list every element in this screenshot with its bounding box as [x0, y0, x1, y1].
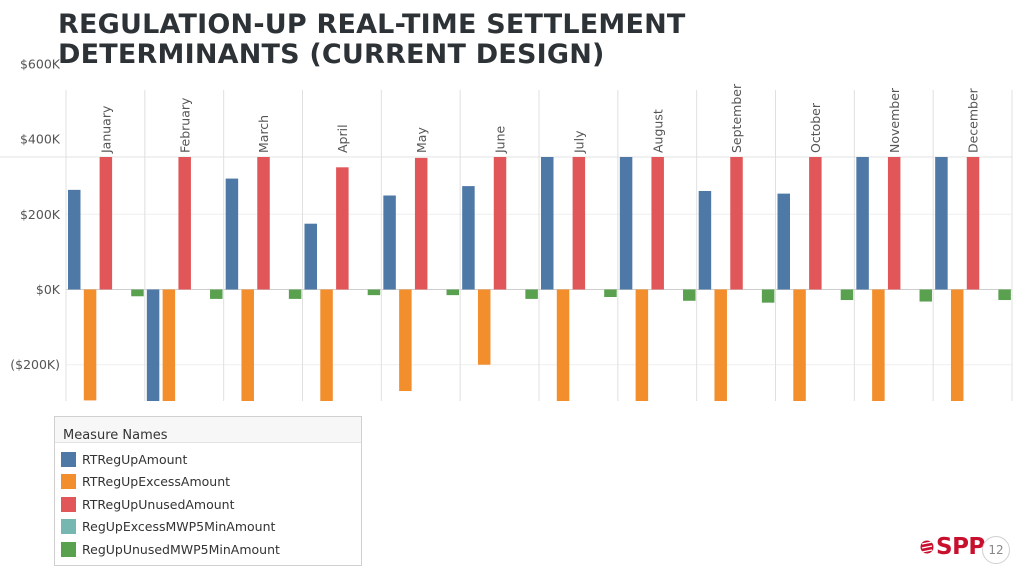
- month-label: April: [335, 124, 350, 153]
- bar: [840, 289, 854, 301]
- month-label: January: [98, 105, 113, 154]
- legend-item[interactable]: RegUpExcessMWP5MinAmount: [55, 516, 361, 539]
- legend-swatch: [61, 474, 76, 490]
- legend-label: RegUpExcessMWP5MinAmount: [82, 519, 276, 535]
- bar: [99, 157, 113, 290]
- bar: [635, 289, 649, 401]
- bar: [367, 289, 381, 296]
- bar: [887, 157, 901, 290]
- y-tick-label: ($200K): [10, 357, 60, 372]
- bar: [210, 289, 223, 299]
- bar: [935, 157, 948, 290]
- month-label: November: [887, 87, 902, 153]
- legend-item[interactable]: RTRegUpUnusedAmount: [55, 493, 361, 516]
- bar: [572, 157, 586, 290]
- y-tick-label: $600K: [20, 56, 61, 71]
- bar: [241, 289, 254, 401]
- bar: [761, 289, 775, 303]
- bar: [541, 157, 554, 290]
- logo-text: SPP: [936, 534, 985, 560]
- bar: [714, 289, 727, 401]
- bar: [493, 157, 507, 290]
- bar: [178, 157, 191, 290]
- legend-title: Measure Names: [55, 417, 361, 443]
- spp-logo-icon: [920, 540, 934, 554]
- bar: [257, 157, 270, 290]
- bar: [872, 289, 885, 401]
- y-tick-label: $400K: [20, 132, 61, 147]
- month-label: September: [729, 83, 744, 153]
- bar: [604, 289, 617, 298]
- bar: [683, 289, 696, 301]
- y-tick-label: $200K: [20, 207, 61, 222]
- bar: [777, 193, 790, 290]
- legend-label: RTRegUpExcessAmount: [82, 474, 231, 490]
- bar: [414, 157, 428, 290]
- bar: [966, 157, 980, 290]
- legend-item[interactable]: RTRegUpExcessAmount: [55, 471, 361, 494]
- spp-logo: SPP: [920, 534, 985, 560]
- bar: [950, 289, 964, 401]
- month-label: June: [493, 125, 508, 154]
- bar: [383, 195, 396, 290]
- month-label: December: [966, 87, 981, 153]
- month-label: August: [650, 109, 665, 153]
- bar: [68, 189, 81, 290]
- bar: [131, 289, 144, 297]
- bar: [162, 289, 176, 401]
- legend-item[interactable]: RTRegUpAmount: [55, 448, 361, 471]
- bar-chart: $600K$400K$200K$0K($200K)($400K)($600K)J…: [0, 56, 1013, 401]
- bar: [336, 167, 349, 290]
- bar: [304, 223, 317, 290]
- bar: [856, 157, 869, 290]
- bar: [556, 289, 570, 401]
- month-label: February: [177, 97, 192, 153]
- legend-label: RTRegUpAmount: [82, 451, 188, 467]
- bar: [525, 289, 538, 299]
- bar: [225, 178, 239, 290]
- legend-label: RTRegUpUnusedAmount: [82, 496, 235, 512]
- legend-items: RTRegUpAmount RTRegUpExcessAmount RTRegU…: [55, 443, 361, 561]
- bar: [477, 289, 491, 365]
- bar: [793, 289, 806, 401]
- bar: [619, 157, 633, 290]
- legend-label: RegUpUnusedMWP5MinAmount: [82, 541, 280, 557]
- title-line-1: REGULATION-UP REAL-TIME SETTLEMENT: [58, 9, 686, 40]
- bar: [146, 289, 160, 401]
- month-label: July: [571, 130, 586, 154]
- bar: [809, 157, 822, 290]
- legend-swatch: [61, 496, 76, 512]
- bar: [399, 289, 412, 392]
- page-number: 12: [982, 536, 1010, 564]
- bar: [919, 289, 933, 302]
- month-label: March: [256, 115, 271, 153]
- month-label: May: [414, 127, 429, 153]
- y-tick-label: $0K: [36, 282, 61, 297]
- bar: [288, 289, 302, 299]
- month-label: October: [808, 102, 823, 153]
- bar: [83, 289, 97, 401]
- legend-swatch: [61, 519, 76, 535]
- bar: [320, 289, 333, 401]
- bar: [446, 289, 460, 296]
- bar: [998, 289, 1011, 301]
- legend-swatch: [61, 451, 76, 467]
- bar: [698, 190, 712, 290]
- chart-legend: Measure Names RTRegUpAmount RTRegUpExces…: [54, 416, 362, 566]
- title-line-2: DETERMINANTS (CURRENT DESIGN): [58, 39, 605, 70]
- bar: [462, 186, 475, 290]
- bar: [730, 157, 743, 290]
- bar: [651, 157, 664, 290]
- page-title: REGULATION-UP REAL-TIME SETTLEMENT DETER…: [58, 10, 686, 70]
- legend-item[interactable]: RegUpUnusedMWP5MinAmount: [55, 538, 361, 561]
- legend-swatch: [61, 541, 76, 557]
